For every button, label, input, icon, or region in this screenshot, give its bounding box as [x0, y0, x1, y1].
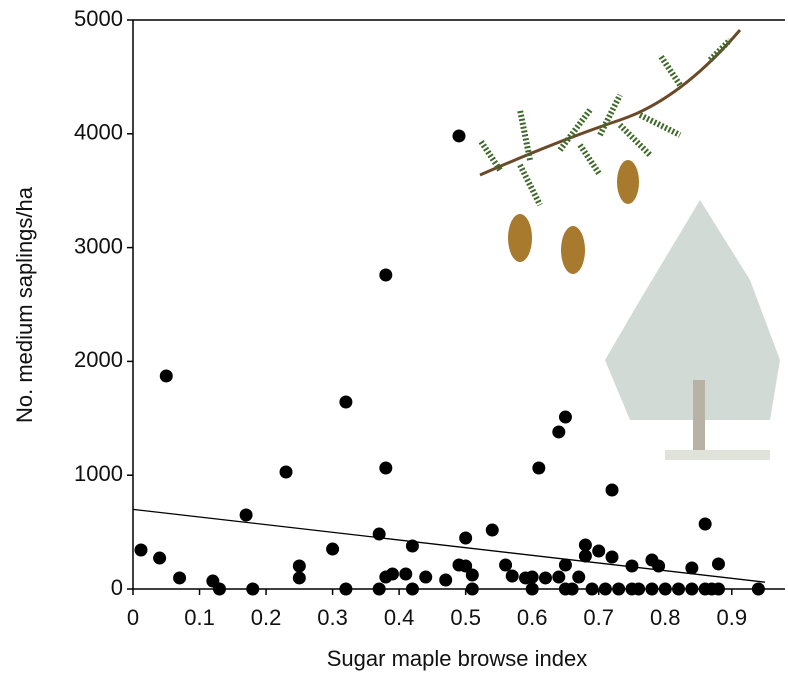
data-point — [465, 568, 479, 582]
y-tick-label: 2000 — [74, 347, 123, 372]
data-point — [405, 582, 419, 596]
data-point — [499, 558, 513, 572]
data-point — [326, 542, 340, 556]
data-point — [153, 551, 167, 565]
hemlock-tree-illustration — [605, 200, 780, 460]
data-point — [419, 570, 433, 584]
x-axis-title: Sugar maple browse index — [327, 646, 587, 671]
data-point — [379, 461, 393, 475]
y-axis-title: No. medium saplings/ha — [12, 186, 37, 423]
data-point — [612, 582, 626, 596]
data-point — [379, 268, 393, 282]
data-point — [672, 582, 686, 596]
x-tick-label: 0.8 — [650, 605, 681, 630]
data-point — [605, 483, 619, 497]
data-point — [372, 527, 386, 541]
data-point — [558, 410, 572, 424]
data-point — [399, 567, 413, 581]
data-point — [592, 544, 606, 558]
data-point — [652, 559, 666, 573]
data-point — [532, 461, 546, 475]
data-point — [698, 517, 712, 531]
data-point — [279, 465, 293, 479]
data-point — [598, 582, 612, 596]
y-tick-label: 3000 — [74, 233, 123, 258]
data-point — [246, 582, 260, 596]
data-point — [465, 582, 479, 596]
data-point — [525, 582, 539, 596]
data-point — [159, 369, 173, 383]
data-point — [578, 538, 592, 552]
data-point — [578, 549, 592, 563]
data-point — [632, 582, 646, 596]
x-tick-label: 0.3 — [317, 605, 348, 630]
x-tick-label: 0.6 — [517, 605, 548, 630]
data-point — [711, 557, 725, 571]
x-tick-label: 0.7 — [583, 605, 614, 630]
x-tick-label: 0.2 — [251, 605, 282, 630]
data-point — [645, 582, 659, 596]
x-tick-label: 0.1 — [184, 605, 215, 630]
y-tick-label: 0 — [111, 575, 123, 600]
data-point — [134, 543, 148, 557]
data-point — [212, 582, 226, 596]
data-point — [572, 570, 586, 584]
data-point — [605, 550, 619, 564]
data-point — [552, 570, 566, 584]
data-point — [538, 571, 552, 585]
data-point — [173, 571, 187, 585]
data-point — [658, 582, 672, 596]
y-tick-label: 1000 — [74, 461, 123, 486]
data-point — [685, 561, 699, 575]
x-tick-label: 0 — [127, 605, 139, 630]
y-tick-label: 5000 — [74, 6, 123, 31]
y-tick-label: 4000 — [74, 120, 123, 145]
hemlock-branch-illustration — [477, 29, 742, 274]
data-point — [372, 582, 386, 596]
data-point — [505, 569, 519, 583]
data-point — [585, 582, 599, 596]
data-point — [405, 539, 419, 553]
data-point — [558, 558, 572, 572]
data-point — [625, 559, 639, 573]
data-point — [525, 570, 539, 584]
x-tick-label: 0.5 — [450, 605, 481, 630]
data-point — [459, 531, 473, 545]
x-tick-label: 0.9 — [716, 605, 747, 630]
data-point — [239, 508, 253, 522]
data-point — [485, 523, 499, 537]
data-point — [711, 582, 725, 596]
data-point — [292, 559, 306, 573]
data-point — [459, 559, 473, 573]
x-tick-label: 0.4 — [384, 605, 415, 630]
data-point — [439, 573, 453, 587]
data-point — [751, 582, 765, 596]
data-point — [452, 129, 466, 143]
data-point — [385, 567, 399, 581]
trend-line — [132, 508, 766, 583]
data-point — [339, 395, 353, 409]
data-point — [685, 582, 699, 596]
data-point — [552, 425, 566, 439]
data-point — [292, 571, 306, 585]
data-point — [339, 582, 353, 596]
data-point — [565, 582, 579, 596]
